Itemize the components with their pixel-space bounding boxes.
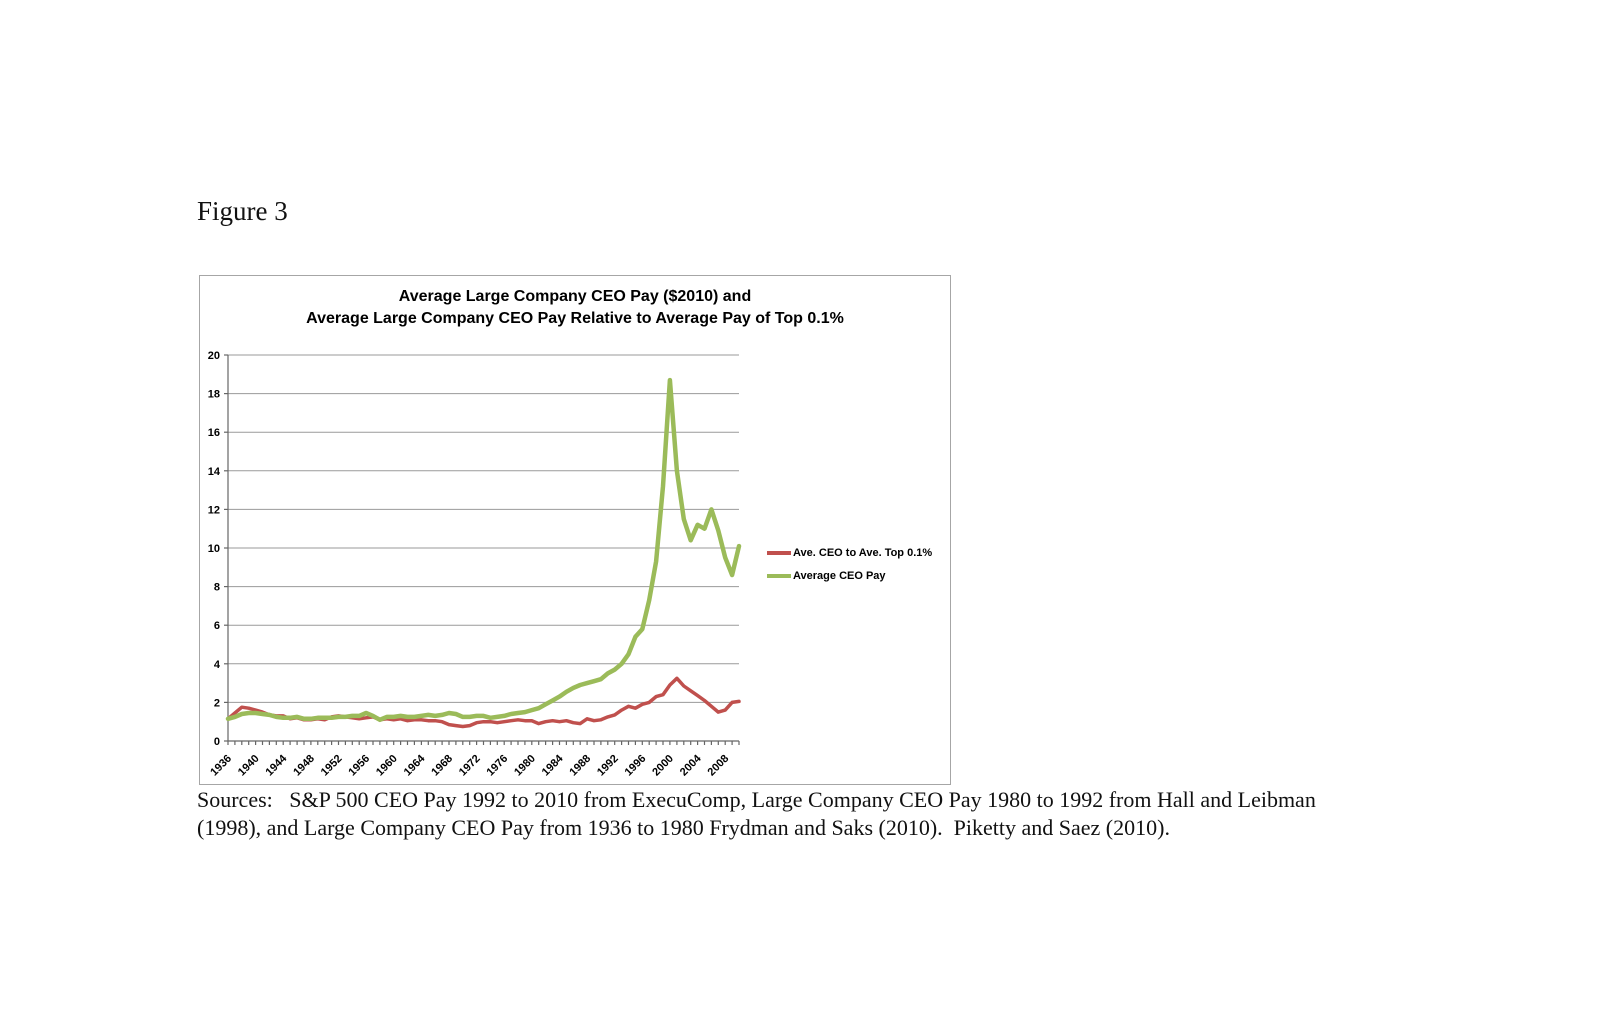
svg-text:4: 4	[214, 659, 221, 671]
svg-text:1992: 1992	[595, 753, 621, 779]
legend-entry-pay: Average CEO Pay	[767, 569, 932, 583]
legend-label-pay: Average CEO Pay	[793, 570, 886, 582]
figure-label: Figure 3	[197, 196, 288, 226]
chart-title: Average Large Company CEO Pay ($2010) an…	[200, 286, 950, 330]
x-axis-labels: 1936 1940 1944 1948 1952 1956 1960 1964 1968 1972…	[208, 752, 731, 778]
svg-text:1948: 1948	[291, 753, 317, 779]
svg-text:1952: 1952	[319, 753, 345, 779]
svg-text:2000: 2000	[650, 753, 676, 779]
chart-legend: Ave. CEO to Ave. Top 0.1% Average CEO Pa…	[767, 546, 932, 592]
svg-text:2008: 2008	[706, 753, 732, 779]
svg-text:8: 8	[214, 582, 220, 594]
svg-text:1976: 1976	[485, 753, 511, 779]
svg-text:0: 0	[214, 736, 220, 748]
svg-text:18: 18	[208, 389, 220, 401]
chart-canvas: 0 2 4 6 8 10 12 14 16 18 20 1936 1940 1944 1948 1952 195…	[208, 350, 742, 778]
svg-text:1972: 1972	[457, 753, 483, 779]
svg-text:14: 14	[208, 466, 221, 478]
svg-text:1944: 1944	[264, 752, 290, 778]
line-swatch-green	[767, 574, 791, 578]
svg-text:16: 16	[208, 427, 220, 439]
svg-text:2004: 2004	[678, 752, 704, 778]
svg-text:1936: 1936	[208, 753, 234, 779]
svg-text:1956: 1956	[346, 753, 372, 779]
svg-text:1960: 1960	[374, 753, 400, 779]
svg-text:1988: 1988	[567, 753, 593, 779]
svg-text:10: 10	[208, 543, 220, 555]
line-swatch-red	[767, 551, 791, 555]
svg-text:20: 20	[208, 350, 220, 362]
sources-line2: (1998), and Large Company CEO Pay from 1…	[197, 815, 1170, 840]
chart-title-line1: Average Large Company CEO Pay ($2010) an…	[398, 288, 752, 305]
svg-text:2: 2	[214, 697, 220, 709]
svg-text:1940: 1940	[236, 753, 262, 779]
svg-text:1980: 1980	[512, 753, 538, 779]
sources-caption: Sources: S&P 500 CEO Pay 1992 to 2010 fr…	[197, 786, 1316, 842]
svg-text:6: 6	[214, 620, 220, 632]
legend-label-ratio: Ave. CEO to Ave. Top 0.1%	[793, 547, 933, 559]
chart-title-line2: Average Large Company CEO Pay Relative t…	[306, 310, 844, 327]
chart-figure: Average Large Company CEO Pay ($2010) an…	[199, 275, 951, 785]
gridlines	[228, 354, 739, 703]
svg-text:12: 12	[208, 504, 220, 516]
svg-text:1984: 1984	[540, 752, 566, 778]
sources-line1: Sources: S&P 500 CEO Pay 1992 to 2010 fr…	[197, 787, 1316, 812]
axes	[224, 354, 740, 745]
svg-text:1996: 1996	[623, 753, 649, 779]
legend-entry-ratio: Ave. CEO to Ave. Top 0.1%	[767, 546, 932, 560]
svg-text:1968: 1968	[429, 753, 455, 779]
series-line-average-ceo-pay	[225, 377, 742, 723]
svg-text:1964: 1964	[402, 752, 428, 778]
y-axis-labels: 0 2 4 6 8 10 12 14 16 18 20	[208, 350, 221, 748]
